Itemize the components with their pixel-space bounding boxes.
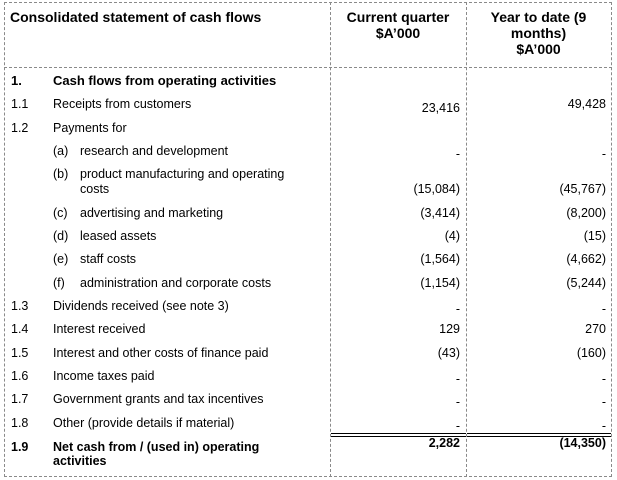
row-label: Dividends received (see note 3) xyxy=(53,299,229,313)
total-current-quarter: 2,282 xyxy=(428,436,460,450)
row-year-to-date: (5,244) xyxy=(566,276,606,290)
row-number: 1.2 xyxy=(11,121,29,135)
row-year-to-date: - xyxy=(601,302,606,316)
row-sub-letter: (a) xyxy=(53,144,69,158)
row-number: 1.8 xyxy=(11,416,29,430)
total-row-label: Net cash from / (used in) operating xyxy=(53,440,260,454)
row-label: Government grants and tax incentives xyxy=(53,392,264,406)
row-current-quarter: (15,084) xyxy=(413,182,460,196)
row-number: 1.1 xyxy=(11,97,29,111)
row-year-to-date: - xyxy=(601,395,606,409)
row-number: 1.5 xyxy=(11,346,29,360)
row-current-quarter: - xyxy=(455,302,460,316)
header-divider xyxy=(4,67,612,68)
row-year-to-date: - xyxy=(601,147,606,161)
row-label: Interest received xyxy=(53,322,146,336)
table-border-right xyxy=(611,2,612,477)
col-header-current-quarter-line2: $A’000 xyxy=(375,25,421,41)
row-sub-letter: (c) xyxy=(53,206,68,220)
total-row-number: 1.9 xyxy=(11,440,29,454)
table-border-left xyxy=(4,2,5,477)
row-label: research and development xyxy=(80,144,229,158)
row-label: Interest and other costs of finance paid xyxy=(53,346,269,360)
cash-flow-table: Consolidated statement of cash flows Cur… xyxy=(4,2,612,477)
row-sub-letter: (d) xyxy=(53,229,69,243)
row-current-quarter: - xyxy=(455,395,460,409)
column-divider-1 xyxy=(330,2,331,477)
row-label: Income taxes paid xyxy=(53,369,155,383)
total-rule-current-quarter xyxy=(331,433,466,437)
row-label: Payments for xyxy=(53,121,127,135)
row-label: product manufacturing and operating xyxy=(80,167,285,181)
col-header-ytd-line1: Year to date (9 xyxy=(490,9,587,25)
row-label: Other (provide details if material) xyxy=(53,416,235,430)
row-label-continued: costs xyxy=(80,182,110,196)
row-number: 1.4 xyxy=(11,322,29,336)
col-header-current-quarter: Current quarter $A’000 xyxy=(330,9,466,41)
row-current-quarter: (4) xyxy=(444,229,460,243)
row-current-quarter: (3,414) xyxy=(420,206,460,220)
row-current-quarter: (43) xyxy=(437,346,460,360)
row-label: administration and corporate costs xyxy=(80,276,272,290)
row-sub-letter: (e) xyxy=(53,252,69,266)
row-label: staff costs xyxy=(80,252,137,266)
section-title: Cash flows from operating activities xyxy=(53,73,277,88)
column-divider-2 xyxy=(466,2,467,477)
row-year-to-date: (45,767) xyxy=(559,182,606,196)
row-number: 1.7 xyxy=(11,392,29,406)
col-header-current-quarter-line1: Current quarter xyxy=(346,9,450,25)
total-rule-year-to-date xyxy=(467,433,611,437)
row-current-quarter: (1,564) xyxy=(420,252,460,266)
row-year-to-date: (4,662) xyxy=(566,252,606,266)
row-year-to-date: - xyxy=(601,372,606,386)
row-sub-letter: (b) xyxy=(53,167,69,181)
table-border-top xyxy=(4,2,612,3)
section-number: 1. xyxy=(11,73,22,88)
row-year-to-date: 49,428 xyxy=(567,97,606,111)
row-current-quarter: (1,154) xyxy=(420,276,460,290)
row-label: Receipts from customers xyxy=(53,97,192,111)
row-year-to-date: 270 xyxy=(585,322,606,336)
row-sub-letter: (f) xyxy=(53,276,65,290)
row-current-quarter: - xyxy=(455,147,460,161)
row-year-to-date: (15) xyxy=(583,229,606,243)
row-current-quarter: 23,416 xyxy=(421,101,460,115)
col-header-year-to-date: Year to date (9 months) $A’000 xyxy=(466,9,611,57)
row-number: 1.3 xyxy=(11,299,29,313)
row-year-to-date: (8,200) xyxy=(566,206,606,220)
row-year-to-date: - xyxy=(601,419,606,433)
row-label: advertising and marketing xyxy=(80,206,224,220)
total-year-to-date: (14,350) xyxy=(559,436,606,450)
row-current-quarter: - xyxy=(455,372,460,386)
row-number: 1.6 xyxy=(11,369,29,383)
row-label: leased assets xyxy=(80,229,157,243)
col-header-ytd-line2: months) xyxy=(510,25,567,41)
table-border-bottom xyxy=(4,476,612,477)
total-row-label-continued: activities xyxy=(53,454,107,468)
row-current-quarter: 129 xyxy=(439,322,460,336)
table-title: Consolidated statement of cash flows xyxy=(10,9,262,25)
row-year-to-date: (160) xyxy=(576,346,606,360)
col-header-ytd-line3: $A’000 xyxy=(516,41,561,57)
row-current-quarter: - xyxy=(455,419,460,433)
